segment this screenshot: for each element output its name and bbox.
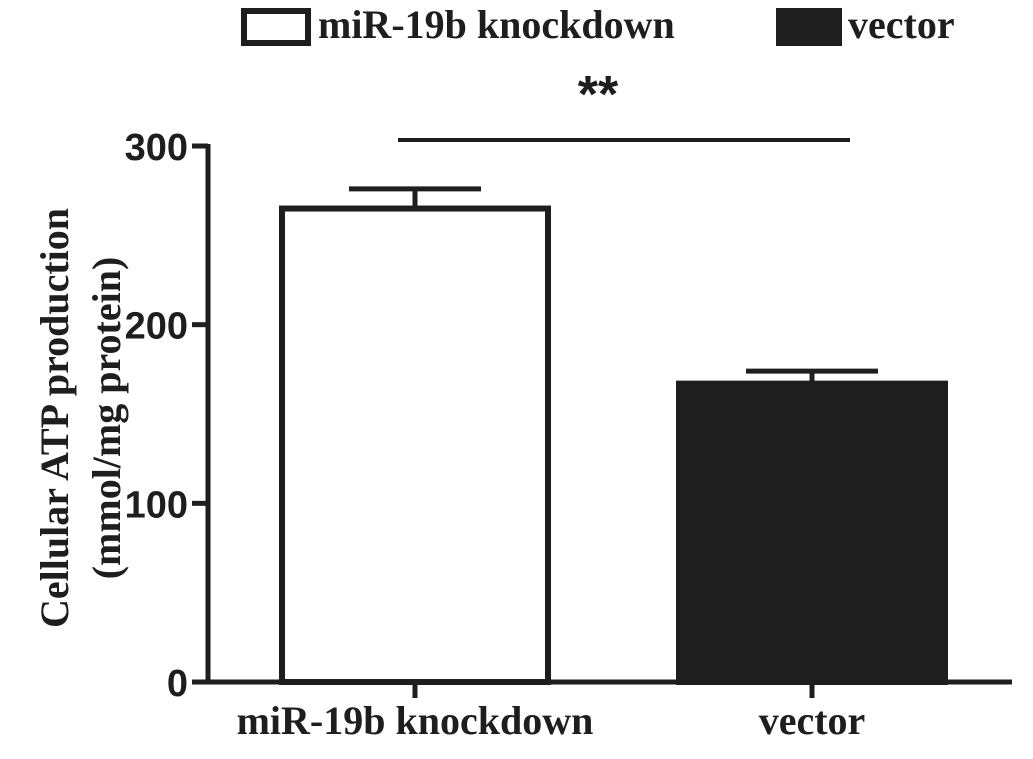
y-axis-label-line2: (mmol/mg protein) xyxy=(84,257,129,580)
significance-annotation: ** xyxy=(398,66,850,142)
significance-label: ** xyxy=(578,66,619,124)
bar-knockdown xyxy=(279,205,551,686)
bars xyxy=(279,205,948,686)
y-axis-title: Cellular ATP production (mmol/mg protein… xyxy=(32,208,129,628)
y-tick-label: 300 xyxy=(125,127,188,169)
error-bars xyxy=(349,186,878,384)
y-ticks: 0 100 200 300 xyxy=(125,127,208,705)
x-tick-label: miR-19b knockdown xyxy=(237,698,594,743)
legend-label-vector: vector xyxy=(848,2,955,47)
x-labels: miR-19b knockdown vector xyxy=(237,698,866,743)
x-tick-label: vector xyxy=(759,698,866,743)
bar-vector xyxy=(676,380,948,685)
legend-swatch-vector xyxy=(776,8,842,46)
y-tick-label: 200 xyxy=(125,306,188,348)
legend-label-knockdown: miR-19b knockdown xyxy=(318,2,675,47)
legend: miR-19b knockdown vector xyxy=(241,2,955,47)
y-tick-label: 100 xyxy=(125,484,188,526)
y-axis-label-line1: Cellular ATP production xyxy=(32,208,77,628)
legend-swatch-knockdown xyxy=(241,8,311,46)
y-tick-label: 0 xyxy=(167,663,188,705)
